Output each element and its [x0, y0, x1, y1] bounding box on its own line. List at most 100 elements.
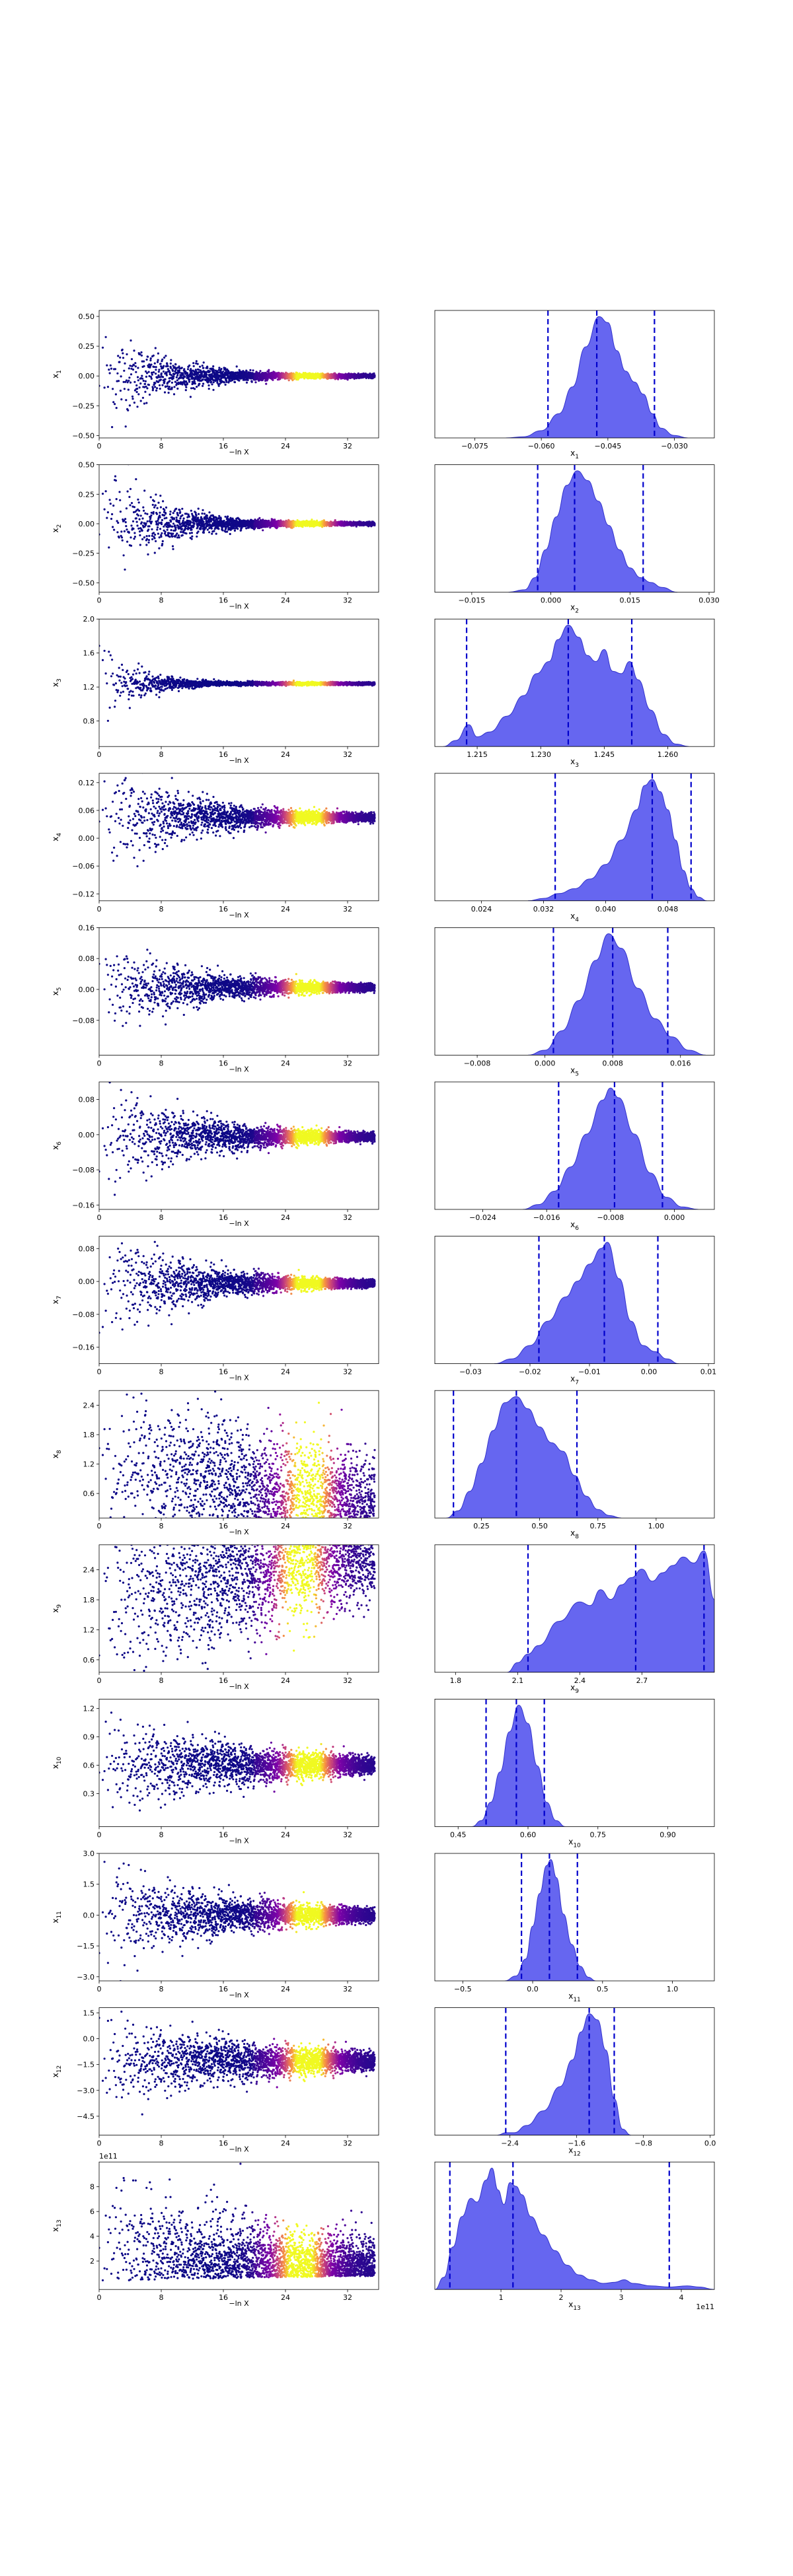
trace-point [145, 370, 147, 373]
trace-point [190, 509, 192, 512]
trace-point [115, 498, 118, 501]
trace-point [177, 527, 180, 530]
trace-point [228, 521, 231, 524]
trace-point [217, 384, 220, 387]
trace-point [141, 360, 143, 363]
trace-point [150, 522, 153, 525]
trace-point [151, 503, 154, 506]
x-tick-label: 24 [281, 442, 290, 450]
trace-point [137, 379, 139, 382]
trace-point [189, 396, 192, 398]
trace-point [157, 374, 160, 376]
trace-point [143, 525, 146, 528]
trace-point [152, 354, 155, 357]
trace-point [176, 387, 179, 390]
trace-point [130, 367, 133, 370]
trace-point [132, 398, 134, 400]
trace-point [163, 525, 165, 528]
trace-point [215, 532, 217, 535]
trace-point [169, 524, 171, 526]
trace-point [170, 359, 172, 361]
trace-point [190, 368, 192, 371]
trace-point [258, 372, 261, 375]
trace-point [224, 515, 227, 518]
trace-point [192, 377, 195, 380]
trace-point [195, 514, 198, 517]
trace-point [182, 517, 185, 520]
trace-point [110, 517, 113, 520]
trace-point [155, 369, 157, 371]
trace-point [206, 371, 208, 373]
trace-point [164, 530, 167, 533]
trace-point [191, 513, 194, 515]
trace-point [125, 507, 128, 510]
trace-point [137, 514, 139, 517]
trace-point [154, 382, 157, 384]
trace-point [120, 398, 123, 401]
trace-point [204, 526, 208, 529]
trace-point [123, 519, 126, 522]
trace-point [152, 387, 155, 390]
trace-point [198, 513, 200, 515]
trace-point [150, 377, 153, 380]
trace-point [168, 386, 170, 388]
trace-point [186, 368, 190, 371]
trace-point [210, 517, 213, 520]
trace-point [130, 373, 133, 376]
trace-point [109, 503, 112, 505]
trace-point [114, 475, 117, 478]
trace-point [254, 381, 257, 384]
trace-point [137, 501, 140, 504]
trace-point [119, 356, 122, 359]
trace-point [149, 518, 152, 520]
trace-point [159, 378, 162, 381]
trace-point [197, 517, 200, 519]
trace-point [155, 493, 157, 496]
trace-point [235, 365, 238, 368]
trace-point [150, 511, 153, 514]
trace-point [104, 490, 107, 493]
trace-point [128, 531, 130, 534]
trace-point [167, 388, 170, 390]
trace-point [195, 373, 198, 376]
trace-point [196, 526, 199, 528]
trace-point [154, 533, 157, 536]
trace-point [163, 509, 166, 511]
trace-point [176, 374, 179, 376]
trace-point [123, 388, 126, 390]
trace-point [115, 407, 118, 410]
trace-point [143, 509, 145, 512]
trace-point [218, 367, 221, 369]
trace-point [220, 368, 223, 371]
trace-point [132, 527, 135, 530]
trace-point [128, 495, 131, 499]
trace-point [153, 371, 155, 374]
trace-point [166, 385, 169, 388]
trace-point [176, 532, 178, 535]
trace-point [159, 528, 162, 530]
trace-point [141, 538, 144, 541]
trace-point [143, 360, 145, 363]
trace-point [248, 526, 250, 529]
trace-point [138, 518, 141, 520]
trace-point [191, 535, 194, 538]
trace-point [161, 542, 164, 546]
trace-point [176, 512, 178, 515]
trace-point [157, 519, 159, 522]
trace-point [123, 530, 126, 533]
trace-point [159, 387, 161, 390]
trace-point [137, 498, 139, 501]
trace-point [151, 528, 153, 530]
trace-point [126, 353, 128, 356]
trace-point [144, 390, 147, 393]
trace-point [114, 479, 117, 482]
trace-point [171, 535, 174, 538]
trace-point [202, 520, 205, 523]
trace-point [178, 519, 181, 522]
trace-point [129, 487, 132, 490]
trace-point [154, 504, 157, 507]
trace-point [155, 389, 158, 392]
trace-point [145, 524, 147, 526]
trace-point [173, 524, 176, 527]
trace-point [208, 384, 210, 387]
